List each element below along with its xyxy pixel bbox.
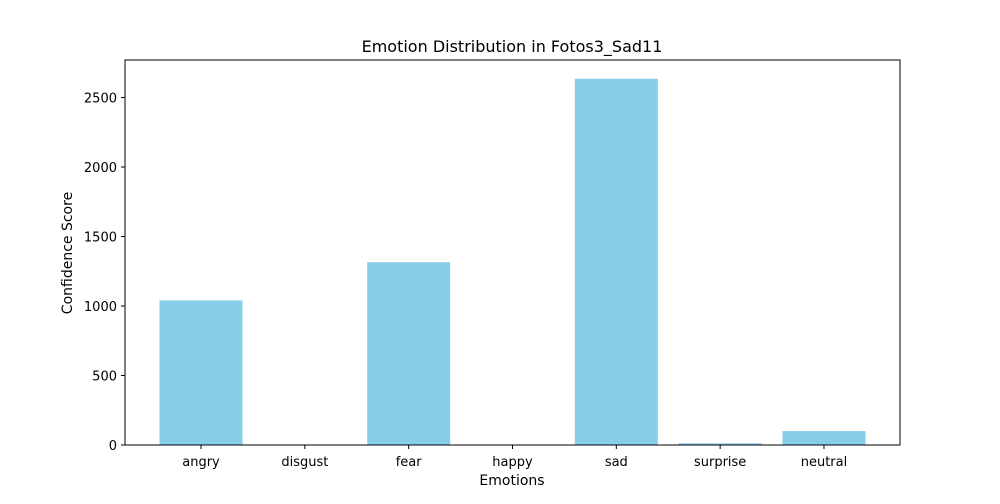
bar-neutral [782,431,866,445]
plot-area-frame [124,59,901,446]
x-tick-label: disgust [281,455,328,470]
x-tick-label: happy [492,455,533,470]
x-tick-label: surprise [694,455,746,470]
y-tick-label: 500 [92,370,117,385]
y-tick-label: 2500 [84,92,117,107]
y-axis-label: Confidence Score [60,192,76,314]
x-tick-label: fear [396,455,423,470]
x-axis-label: Emotions [479,473,544,489]
bar-angry [159,300,243,445]
y-tick-label: 1000 [84,300,117,315]
x-tick-label: neutral [801,455,848,470]
bar-surprise [678,443,762,445]
y-tick-label: 1500 [84,231,117,246]
bar-fear [367,262,451,445]
x-axis-ticks: angry disgust fear happy sad surprise neutral [182,445,847,470]
x-tick-label: sad [605,455,628,470]
x-tick-label: angry [182,455,220,470]
y-tick-label: 2000 [84,161,117,176]
y-axis-ticks: 0 500 1000 1500 2000 2500 [84,92,125,454]
bars-group [159,78,866,445]
bar-sad [574,78,658,445]
y-tick-label: 0 [109,439,117,454]
chart-title: Emotion Distribution in Fotos3_Sad11 [362,37,663,57]
